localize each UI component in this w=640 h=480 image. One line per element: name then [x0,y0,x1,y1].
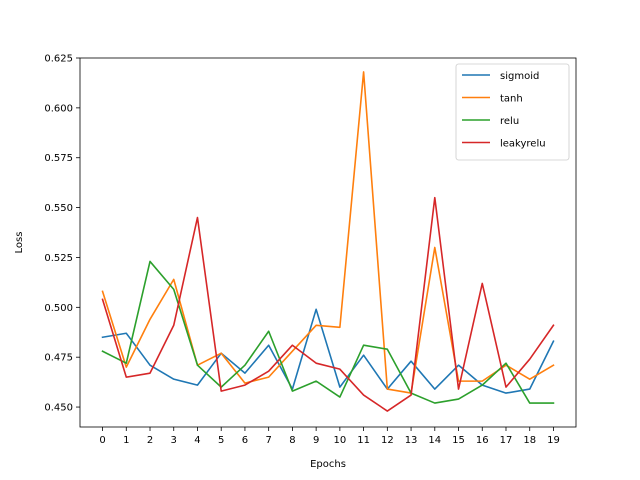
x-tick-label: 13 [405,435,418,446]
series-layer [101,71,555,412]
series-line-tanh [101,71,555,394]
legend-label-leakyrelu: leakyrelu [500,139,546,150]
y-tick-label: 0.625 [44,54,73,65]
series-line-relu [101,260,555,404]
x-tick-label: 10 [333,435,346,446]
x-tick-label: 1 [123,435,129,446]
x-tick-label: 14 [428,435,441,446]
x-tick-label: 2 [147,435,153,446]
legend-label-sigmoid: sigmoid [500,71,539,82]
x-tick-label: 3 [171,435,177,446]
x-tick-label: 4 [194,435,200,446]
x-tick-label: 9 [313,435,319,446]
series-line-leakyrelu [101,196,555,412]
y-tick-label: 0.550 [44,203,73,214]
x-tick-label: 16 [476,435,489,446]
x-axis-label: Epochs [310,459,346,470]
x-tick-label: 6 [242,435,248,446]
x-tick-label: 7 [265,435,271,446]
y-axis: 0.450 0.475 0.500 0.525 0.550 0.575 0.600 0.625 [44,54,80,414]
x-tick-label: 5 [218,435,224,446]
x-tick-label: 11 [357,435,370,446]
legend-label-tanh: tanh [500,94,523,105]
x-tick-label: 19 [547,435,560,446]
y-tick-label: 0.475 [44,353,73,364]
y-tick-label: 0.500 [44,303,73,314]
x-tick-label: 8 [289,435,295,446]
x-tick-label: 12 [381,435,394,446]
legend-box [455,63,570,161]
x-tick-label: 17 [500,435,513,446]
y-axis-label: Loss [14,232,25,254]
y-tick-label: 0.450 [44,403,73,414]
x-tick-label: 15 [452,435,465,446]
x-tick-label: 18 [523,435,536,446]
y-tick-label: 0.575 [44,153,73,164]
x-axis: 0 1 2 3 4 5 6 7 8 9 10 11 12 13 14 15 16 17 18 19 [99,427,560,446]
legend-label-relu: relu [500,116,519,127]
legend: sigmoid tanh relu leakyrelu [455,63,570,161]
x-tick-label: 0 [99,435,105,446]
y-tick-label: 0.600 [44,103,73,114]
axes-frame [79,57,577,428]
y-tick-label: 0.525 [44,253,73,264]
